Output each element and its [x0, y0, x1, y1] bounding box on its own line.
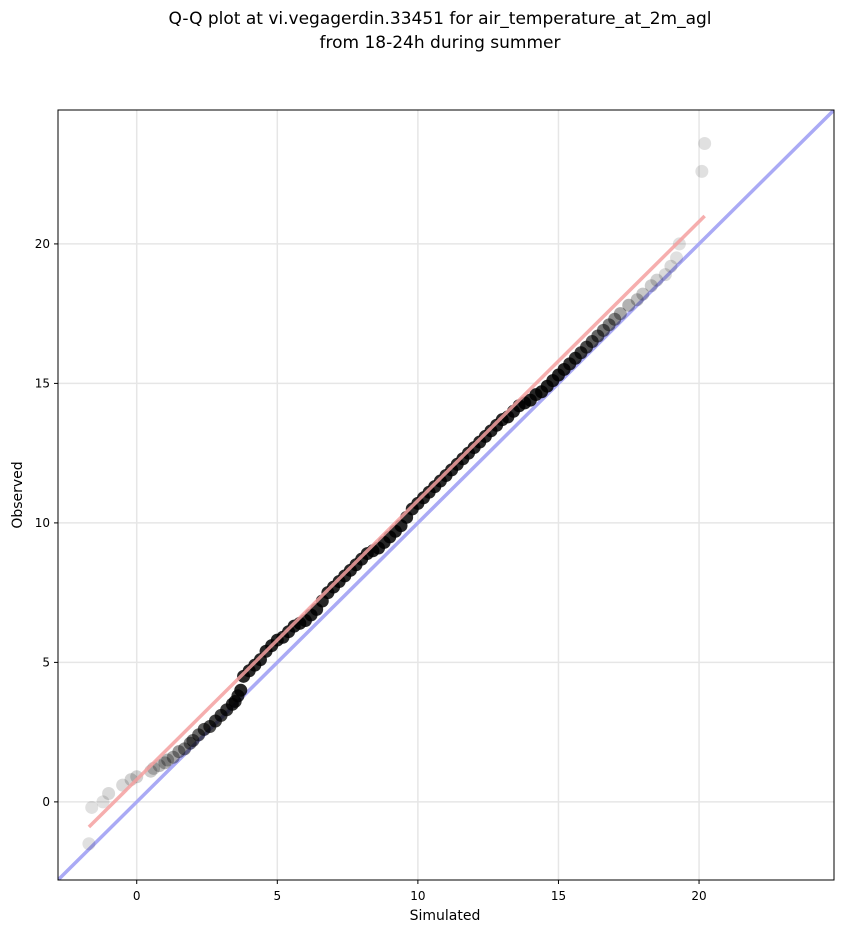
chart-title-line-2: from 18-24h during summer: [320, 33, 561, 53]
scatter-point: [102, 787, 116, 801]
y-tick-label: 0: [42, 795, 50, 809]
x-tick-label: 0: [133, 889, 141, 903]
x-axis-label: Simulated: [410, 908, 481, 924]
plot-frame: [57, 109, 835, 881]
scatter-point: [672, 237, 686, 251]
scatter-point: [664, 259, 678, 273]
scatter-point: [130, 770, 144, 784]
scatter-point: [158, 756, 172, 770]
scatter-point: [82, 837, 96, 851]
y-axis-ticks: 0 5 10 15 20: [35, 237, 58, 809]
scatter-point: [636, 287, 650, 301]
y-tick-label: 10: [35, 516, 50, 530]
scatter-point: [644, 279, 658, 293]
scatter-point: [608, 312, 622, 326]
scatter-point: [670, 251, 684, 265]
y-tick-label: 15: [35, 376, 50, 390]
x-tick-label: 20: [691, 889, 706, 903]
scatter-point: [172, 745, 186, 759]
scatter-point: [161, 753, 175, 767]
scatter-point: [622, 298, 636, 312]
x-tick-label: 10: [410, 889, 425, 903]
scatter-point: [602, 318, 616, 332]
y-tick-label: 5: [42, 655, 50, 669]
scatter-point: [658, 268, 672, 282]
reference-line: [58, 110, 834, 880]
scatter-point: [650, 273, 664, 287]
y-tick-label: 20: [35, 237, 50, 251]
scatter-point: [234, 683, 248, 697]
x-tick-label: 15: [551, 889, 566, 903]
grid-lines: [58, 110, 834, 880]
fit-line: [87, 214, 706, 829]
scatter-point: [613, 307, 627, 321]
scatter-point: [695, 164, 709, 178]
x-tick-label: 5: [273, 889, 281, 903]
scatter-point: [85, 800, 99, 814]
y-axis-label: Observed: [10, 461, 26, 528]
scatter-point: [166, 750, 180, 764]
scatter-points: [82, 136, 712, 851]
chart-title-line-1: Q-Q plot at vi.vegagerdin.33451 for air_…: [168, 9, 711, 29]
scatter-point: [698, 136, 712, 150]
scatter-point: [630, 293, 644, 307]
x-axis-ticks: 0 5 10 15 20: [133, 880, 707, 903]
scatter-point: [96, 795, 110, 809]
